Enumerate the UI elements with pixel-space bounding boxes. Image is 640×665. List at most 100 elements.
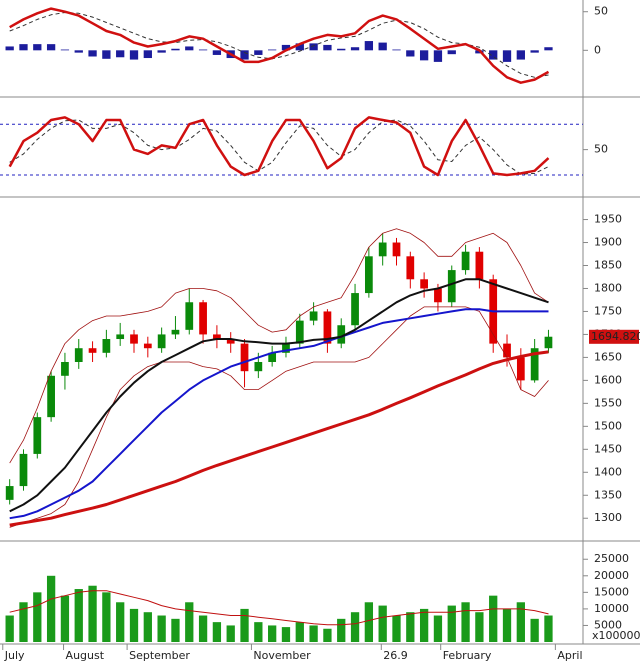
y-tick-label: 15000 <box>594 585 629 598</box>
x-tick-label: July <box>4 649 25 662</box>
candle-body <box>61 361 69 376</box>
bar <box>392 615 401 642</box>
bar <box>461 602 470 642</box>
bar <box>157 615 166 642</box>
candle-body <box>143 343 152 349</box>
candle-body <box>323 311 332 344</box>
y-tick-label: 1400 <box>594 465 622 478</box>
bar <box>143 50 152 59</box>
bar <box>185 46 194 51</box>
bar <box>309 625 318 642</box>
candle-body <box>351 293 359 326</box>
bar <box>60 49 70 51</box>
bar <box>5 46 14 51</box>
candle-body <box>516 357 525 381</box>
y-tick-label: 1650 <box>594 350 622 363</box>
bar <box>502 50 512 62</box>
bar <box>530 50 539 53</box>
y-tick-label: 20000 <box>594 569 629 582</box>
bar <box>516 602 525 642</box>
line <box>9 308 549 520</box>
candle-body <box>88 348 97 353</box>
line <box>9 306 549 528</box>
candle-body <box>254 361 263 372</box>
bar <box>406 50 415 57</box>
candle-body <box>74 348 83 362</box>
y-tick-label: 1900 <box>594 236 622 249</box>
bar <box>447 605 456 642</box>
candle-body <box>544 336 553 349</box>
y-tick-label: 1950 <box>594 213 622 226</box>
candle-body <box>295 320 304 344</box>
bar <box>198 49 208 51</box>
bar <box>337 618 346 642</box>
candle-body <box>171 329 180 335</box>
bar <box>350 47 360 51</box>
candle-body <box>185 302 194 330</box>
candle-body <box>47 375 55 418</box>
bar <box>129 50 139 60</box>
bar <box>88 50 97 57</box>
bar <box>116 50 125 58</box>
candle-body <box>268 352 277 362</box>
bar <box>378 605 387 642</box>
candle-body <box>447 270 456 303</box>
bar <box>46 44 56 51</box>
bar <box>171 48 180 51</box>
bar <box>226 625 235 642</box>
y-tick-label: 1850 <box>594 258 622 271</box>
x-tick-label: August <box>66 649 105 662</box>
candle-body <box>530 348 539 381</box>
bar <box>19 44 28 51</box>
candle-body <box>420 279 428 289</box>
bar <box>60 595 70 642</box>
bar <box>33 44 42 51</box>
bar <box>281 627 291 642</box>
candle-body <box>130 334 138 344</box>
candle-body <box>5 486 14 500</box>
bar <box>157 50 166 53</box>
bar <box>364 41 374 51</box>
bar <box>323 44 332 51</box>
bar <box>5 615 14 642</box>
y-tick-label: 1500 <box>594 419 622 432</box>
candle-body <box>116 334 125 340</box>
bar <box>309 43 318 51</box>
bar <box>392 49 401 51</box>
bar <box>212 50 222 55</box>
candle-body <box>461 251 470 271</box>
y-tick-label: 5000 <box>594 618 622 631</box>
y-tick-label: 50 <box>594 5 608 18</box>
bar <box>88 585 97 642</box>
bar <box>489 595 498 642</box>
x-tick-label: 26.9 <box>383 649 408 662</box>
bar <box>530 618 539 642</box>
candle-body <box>226 339 235 344</box>
y-tick-label: 1600 <box>594 373 622 386</box>
bar <box>489 50 498 60</box>
candle-body <box>213 334 221 340</box>
bar <box>419 608 429 642</box>
bar <box>185 602 194 642</box>
bar <box>116 602 125 642</box>
line <box>9 350 549 527</box>
bar <box>102 50 111 59</box>
candle-body <box>337 325 346 344</box>
bar <box>433 615 443 642</box>
x-tick-label: April <box>557 649 582 662</box>
line <box>8 116 550 177</box>
y-tick-label: 0 <box>594 43 601 56</box>
y-tick-label: 1750 <box>594 304 622 317</box>
unit-label: x100000 <box>592 629 640 642</box>
bar <box>268 625 277 642</box>
bar <box>281 44 291 51</box>
line <box>9 278 549 513</box>
candle-body <box>392 242 401 257</box>
last-price-label: 1694.820 <box>591 330 640 343</box>
candle-body <box>364 256 373 294</box>
candle-body <box>102 339 111 353</box>
bar <box>502 608 512 642</box>
bar <box>475 612 484 642</box>
